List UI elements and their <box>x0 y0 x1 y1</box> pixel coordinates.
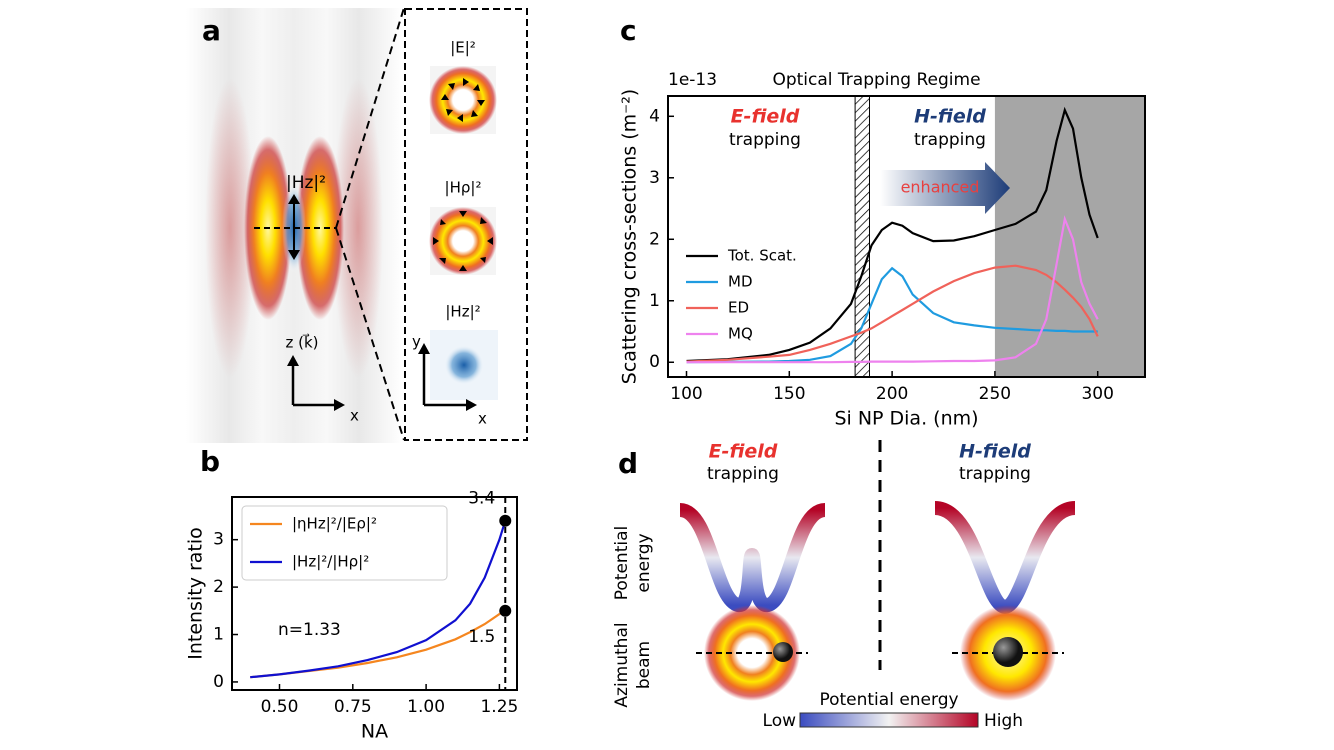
panel-letter: c <box>620 14 637 47</box>
inset-title: |E|² <box>450 39 476 57</box>
panel-d: d E-field trapping H-field trapping Pote… <box>612 440 1077 731</box>
axes-arrows <box>291 362 338 407</box>
axis-label: x <box>478 410 487 428</box>
panel-letter: b <box>200 445 220 478</box>
panel-a: a |Hz|² z (k⃗) x |E|² |Hρ|² |Hz|² y x <box>186 7 528 443</box>
annotation: H-field <box>914 106 986 128</box>
marker <box>499 604 512 617</box>
row-label: Azimuthal <box>612 622 632 707</box>
plot-frame <box>667 95 1146 378</box>
y-tick-label: 0 <box>649 352 660 372</box>
legend-label: |Hz|²/|Hρ|² <box>292 553 369 571</box>
annotation: n=1.33 <box>278 620 341 640</box>
inset-title: |Hz|² <box>445 303 480 321</box>
x-tick-label: 150 <box>773 384 805 404</box>
column-title: E-field <box>709 441 778 463</box>
y-tick-label: 0 <box>213 672 224 692</box>
inset-field <box>429 207 497 275</box>
side-lobe <box>333 78 383 378</box>
row-label: beam <box>634 641 654 689</box>
point-label: 3.4 <box>468 489 495 509</box>
legend-frame <box>241 505 448 581</box>
column-title: H-field <box>959 441 1031 463</box>
y-tick-label: 2 <box>649 229 660 249</box>
x-tick-label: 300 <box>1081 384 1113 404</box>
marker <box>499 514 512 527</box>
x-tick-label: 1.25 <box>480 697 518 717</box>
legend-label: MQ <box>728 325 753 343</box>
legend-label: |ηHz|²/|Eρ|² <box>292 515 377 533</box>
y-tick-label: 2 <box>213 577 224 597</box>
region <box>994 96 1145 377</box>
colorbar-label: Low <box>763 711 797 731</box>
x-tick-label: 0.75 <box>334 697 372 717</box>
y-axis-label: Intensity ratio <box>185 527 207 660</box>
axis-label: z (k⃗) <box>285 333 318 352</box>
y-tick-label: 1 <box>649 291 660 311</box>
y-tick-label: 3 <box>213 530 224 550</box>
y-tick-label: 4 <box>649 106 660 126</box>
axis-label: x <box>350 407 359 425</box>
axis-label: y <box>412 333 421 351</box>
panel-letter: d <box>618 447 638 480</box>
x-tick-label: 1.00 <box>407 697 445 717</box>
x-axis-label: NA <box>361 721 388 743</box>
potential-well <box>933 501 1077 615</box>
column-title: trapping <box>707 464 779 484</box>
row-label: energy <box>634 533 654 592</box>
potential-well <box>678 503 827 612</box>
column-title: trapping <box>959 464 1031 484</box>
annotation: enhanced <box>901 178 980 197</box>
x-tick-label: 100 <box>670 384 702 404</box>
series-line <box>686 215 1099 364</box>
chart-title: Optical Trapping Regime <box>772 70 980 90</box>
y-tick-label: 1 <box>213 625 224 645</box>
row-label: Potential <box>612 526 632 600</box>
arrow-head <box>287 355 345 411</box>
series-line <box>686 106 1099 363</box>
point-label: 1.5 <box>468 627 495 647</box>
axis-offset: 1e-13 <box>668 70 717 90</box>
inset-field <box>429 66 497 134</box>
inset-title: |Hρ|² <box>445 179 482 197</box>
series-line <box>250 520 507 679</box>
plot-frame <box>231 496 518 691</box>
field-label: |Hz|² <box>286 173 326 193</box>
colorbar-title: Potential energy <box>819 690 958 710</box>
colorbar-label: High <box>984 711 1023 731</box>
legend-label: MD <box>728 273 753 291</box>
particle <box>773 642 793 662</box>
y-axis-label: Scattering cross-sections (m⁻²) <box>619 89 641 384</box>
y-tick-label: 3 <box>649 168 660 188</box>
colorbar <box>799 712 979 728</box>
legend-label: Tot. Scat. <box>727 247 797 265</box>
particle <box>993 637 1023 667</box>
axes-arrows <box>422 350 470 407</box>
vector-arrows <box>441 78 485 122</box>
annotation: E-field <box>731 106 800 128</box>
arrow-head <box>418 343 477 411</box>
x-tick-label: 200 <box>876 384 908 404</box>
panel-letter: a <box>202 14 221 47</box>
x-axis-label: Si NP Dia. (nm) <box>834 408 978 430</box>
x-tick-label: 250 <box>979 384 1011 404</box>
zoom-line <box>335 227 405 441</box>
annotation: trapping <box>729 130 801 150</box>
enhance-arrow <box>880 162 1010 214</box>
annotation: trapping <box>914 130 986 150</box>
legend-label: ED <box>728 299 749 317</box>
series-line <box>686 264 1099 363</box>
series-line <box>686 266 1098 364</box>
side-lobe <box>205 78 255 378</box>
x-tick-label: 0.50 <box>261 697 299 717</box>
inset-field <box>444 345 484 385</box>
